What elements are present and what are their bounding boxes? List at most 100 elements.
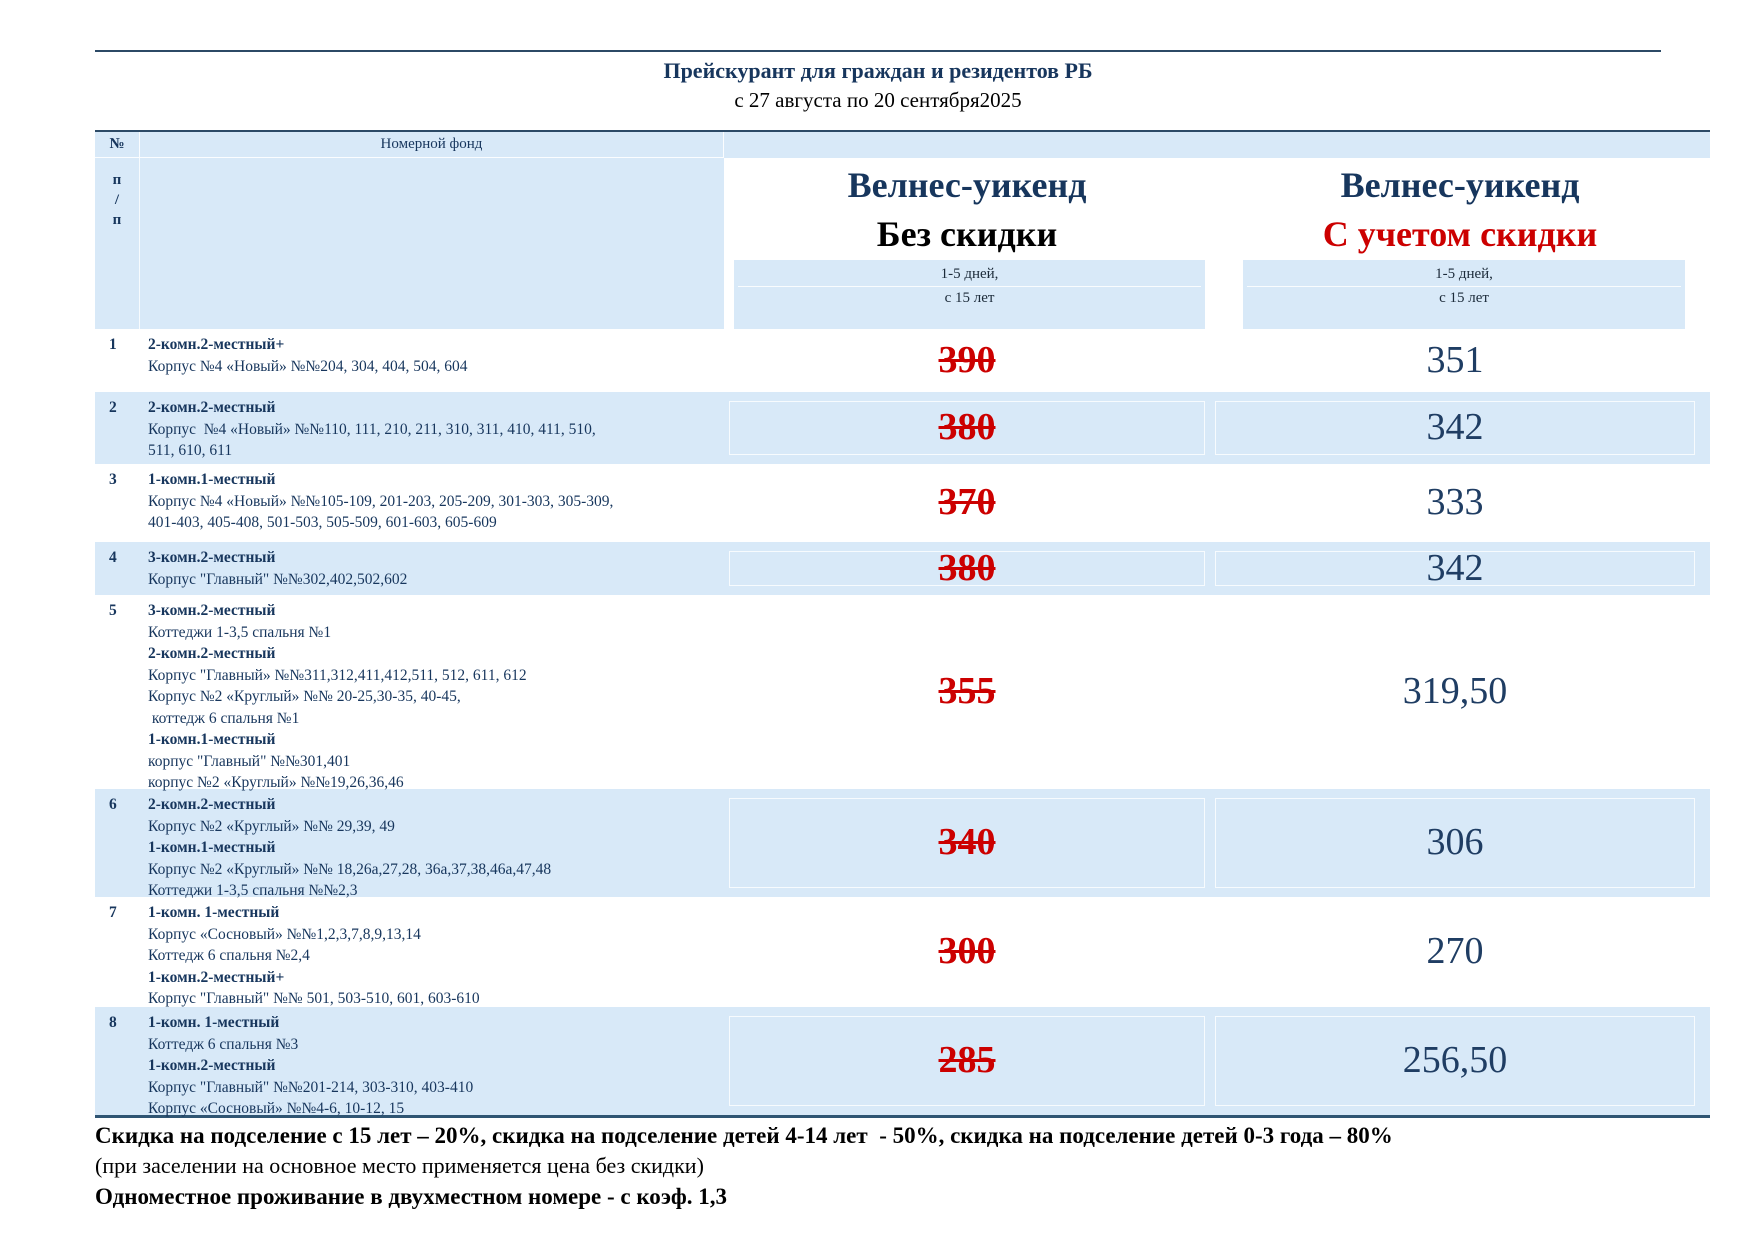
price-with-discount: 256,50 xyxy=(1402,1039,1508,1082)
price-box: 285 xyxy=(729,1016,1205,1106)
price-with-discount: 319,50 xyxy=(1402,670,1508,713)
room-detail-line: Корпус №4 «Новый» №№105-109, 201-203, 20… xyxy=(148,492,614,510)
pp-line: / xyxy=(114,192,120,208)
price-box: 306 xyxy=(1215,798,1695,888)
price-box: 355 xyxy=(729,604,1205,780)
price-cell-discount: 342 xyxy=(1210,392,1700,464)
top-divider xyxy=(95,50,1661,52)
room-detail-line: корпус №2 «Круглый» №№19,26,36,46 xyxy=(148,774,404,791)
age-label: с 15 лет xyxy=(1439,290,1489,306)
price-cell-discount: 333 xyxy=(1210,464,1700,542)
room-category-line: 1-комн.2-местный+ xyxy=(148,968,285,986)
table-row: 2 2-комн.2-местный Корпус №4 «Новый» №№110… xyxy=(95,392,1710,464)
period-band-no-discount: 1-5 дней, с 15 лет xyxy=(734,260,1205,329)
period-band-discount: 1-5 дней, с 15 лет xyxy=(1243,260,1685,329)
price-cell-no-discount: 355 xyxy=(724,595,1210,789)
price-cell-no-discount: 285 xyxy=(724,1007,1210,1115)
room-detail-line: Корпус №4 «Новый» №№110, 111, 210, 211, … xyxy=(148,420,596,438)
room-fund-cell: 1-комн. 1-местный Коттедж 6 спальня №3 1-к… xyxy=(140,1007,724,1117)
price-without-discount: 340 xyxy=(938,821,996,864)
period-label: 1-5 дней, xyxy=(738,265,1201,287)
price-without-discount: 370 xyxy=(938,481,996,524)
price-without-discount: 355 xyxy=(938,670,996,713)
room-detail-line: 511, 610, 611 xyxy=(148,442,233,459)
room-category-line: 2-комн.2-местный xyxy=(148,796,276,813)
room-fund-cell: 2-комн.2-местный Корпус №2 «Круглый» №№ 2… xyxy=(140,789,724,899)
table-row: 6 2-комн.2-местный Корпус №2 «Круглый» №№ … xyxy=(95,789,1710,899)
price-with-discount: 342 xyxy=(1426,406,1484,449)
room-fund-cell: 3-комн.2-местный Коттеджи 1-3,5 спальня №… xyxy=(140,595,724,791)
room-detail-line: Коттедж 6 спальня №3 xyxy=(148,1035,299,1053)
wellness-weekend-title: Велнес-уикенд xyxy=(1340,165,1580,205)
price-box: 319,50 xyxy=(1215,604,1695,780)
room-category-line: 2-комн.2-местный+ xyxy=(148,336,285,353)
column-header-discount: Велнес-уикенд С учетом скидки xyxy=(1210,158,1710,260)
single-occupancy-note: Одноместное проживание в двухместном ном… xyxy=(95,1184,728,1209)
table-row: 1 2-комн.2-местный+ Корпус №4 «Новый» №№20… xyxy=(95,329,1710,392)
price-cell-discount: 351 xyxy=(1210,329,1700,392)
table-row: 4 3-комн.2-местный Корпус "Главный" №№302,… xyxy=(95,542,1710,595)
price-box: 270 xyxy=(1215,906,1695,998)
table-row: 3 1-комн.1-местный Корпус №4 «Новый» №№105… xyxy=(95,464,1710,542)
price-without-discount: 300 xyxy=(938,930,996,973)
room-detail-line: Корпус «Сосновый» №№4-6, 10-12, 15 xyxy=(148,1100,405,1117)
price-box: 370 xyxy=(729,473,1205,533)
page-title: Прейскурант для граждан и резидентов РБ xyxy=(663,58,1093,83)
room-detail-line: коттедж 6 спальня №1 xyxy=(148,709,300,727)
room-detail-line: Корпус "Главный» №№311,312,411,412,511, … xyxy=(148,666,527,684)
header-right-block: Велнес-уикенд Без скидки Велнес-уикенд С… xyxy=(724,158,1710,329)
room-fund-cell: 3-комн.2-местный Корпус "Главный" №№302,4… xyxy=(140,542,724,595)
pp-line: п xyxy=(112,172,122,188)
pp-line: п xyxy=(112,212,122,228)
age-label: с 15 лет xyxy=(944,290,995,306)
room-detail-line: Корпус "Главный" №№201-214, 303-310, 403… xyxy=(148,1078,474,1096)
price-box: 342 xyxy=(1215,401,1695,455)
price-without-discount: 380 xyxy=(938,406,996,449)
room-category-line: 2-комн.2-местный xyxy=(148,645,276,662)
price-box: 380 xyxy=(729,546,1205,589)
price-box: 390 xyxy=(729,338,1205,383)
table-row: 8 1-комн. 1-местный Коттедж 6 спальня №3 1-… xyxy=(95,1007,1710,1117)
price-with-discount: 306 xyxy=(1426,821,1484,864)
room-detail-line: Корпус "Главный" №№302,402,502,602 xyxy=(148,570,408,588)
price-without-discount: 390 xyxy=(938,338,996,381)
room-category-line: 3-комн.2-местный xyxy=(148,602,276,619)
room-category-line: 1-комн. 1-местный xyxy=(148,1014,280,1031)
price-with-discount: 270 xyxy=(1426,930,1484,973)
price-cell-no-discount: 380 xyxy=(724,392,1210,464)
price-box: 256,50 xyxy=(1215,1016,1695,1106)
price-with-discount: 333 xyxy=(1426,481,1484,524)
base-price-note: (при заселении на основное место применя… xyxy=(95,1153,704,1178)
row-number: 6 xyxy=(109,796,117,813)
price-cell-discount: 342 xyxy=(1210,542,1700,595)
header-left-block: п / п xyxy=(95,158,724,329)
room-detail-line: Корпус №2 «Круглый» №№ 20-25,30-35, 40-4… xyxy=(148,688,461,705)
room-category-line: 3-комн.2-местный xyxy=(148,549,276,566)
column-header-no-discount: Велнес-уикенд Без скидки xyxy=(724,158,1210,260)
room-fund-cell: 1-комн. 1-местный Корпус «Сосновый» №№1,2… xyxy=(140,897,724,1007)
wellness-weekend-title: Велнес-уикенд xyxy=(847,165,1087,205)
price-cell-discount: 270 xyxy=(1210,897,1700,1007)
header-main: п / п Велнес-уикенд Без скидки Велнес-уи… xyxy=(95,158,1710,329)
period-label: 1-5 дней, xyxy=(1247,265,1681,287)
price-cell-no-discount: 370 xyxy=(724,464,1210,542)
no-discount-label: Без скидки xyxy=(876,214,1058,254)
table-row: 5 3-комн.2-местный Коттеджи 1-3,5 спальня … xyxy=(95,595,1710,791)
fund-column-header: Номерной фонд xyxy=(140,132,724,158)
price-cell-no-discount: 390 xyxy=(724,329,1210,392)
row-number: 3 xyxy=(109,471,117,488)
room-detail-line: Корпус №4 «Новый» №№204, 304, 404, 504, … xyxy=(148,357,468,375)
price-without-discount: 285 xyxy=(938,1039,996,1082)
room-detail-line: Коттеджи 1-3,5 спальня №№2,3 xyxy=(148,882,358,899)
pricing-table: № Номерной фонд п / п Велнес-уикенд Без … xyxy=(95,130,1710,1118)
price-with-discount: 342 xyxy=(1426,546,1484,589)
row-number: 8 xyxy=(109,1014,117,1031)
price-cell-discount: 319,50 xyxy=(1210,595,1700,789)
price-without-discount: 380 xyxy=(938,546,996,589)
row-number: 1 xyxy=(109,336,117,353)
table-row: 7 1-комн. 1-местный Корпус «Сосновый» №№1,… xyxy=(95,897,1710,1007)
room-fund-cell: 1-комн.1-местный Корпус №4 «Новый» №№105-… xyxy=(140,464,724,542)
price-box: 333 xyxy=(1215,473,1695,533)
price-box: 300 xyxy=(729,906,1205,998)
price-cell-no-discount: 300 xyxy=(724,897,1210,1007)
